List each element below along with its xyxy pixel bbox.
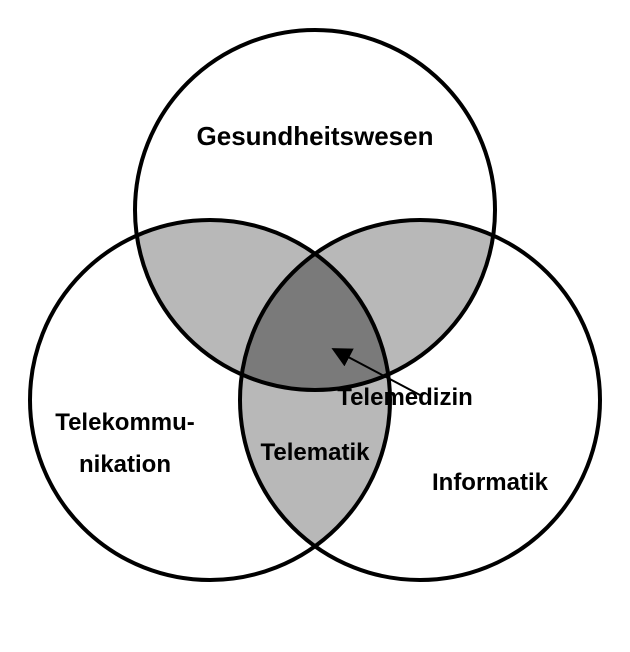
label-left-line2: nikation: [79, 451, 171, 478]
label-center: Telematik: [261, 439, 371, 466]
label-top: Gesundheitswesen: [197, 121, 434, 151]
label-left-line1: Telekommu-: [55, 409, 195, 436]
label-pointer: Telemedizin: [337, 384, 473, 411]
venn-diagram: Gesundheitswesen Telekommu- nikation Inf…: [0, 0, 630, 652]
label-right: Informatik: [432, 469, 549, 496]
